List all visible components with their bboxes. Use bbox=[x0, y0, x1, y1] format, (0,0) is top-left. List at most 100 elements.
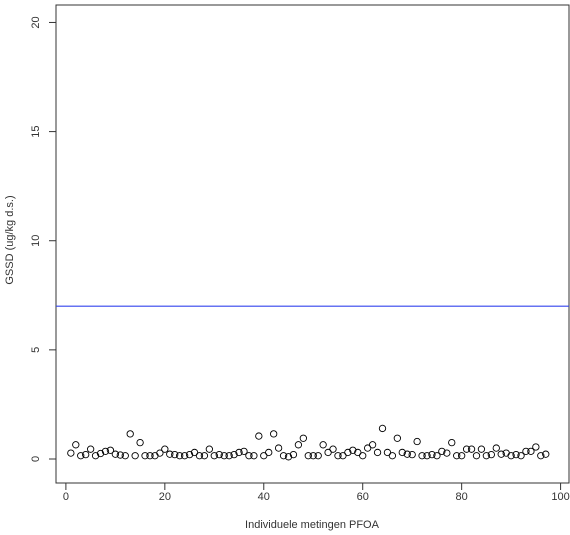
x-tick-label: 100 bbox=[551, 491, 569, 503]
point bbox=[294, 441, 303, 449]
point bbox=[368, 441, 377, 449]
point bbox=[532, 443, 540, 451]
point bbox=[344, 448, 352, 457]
point bbox=[383, 448, 392, 457]
point bbox=[423, 452, 431, 460]
point bbox=[185, 450, 194, 459]
plot-box bbox=[55, 4, 570, 484]
point bbox=[403, 450, 411, 458]
point bbox=[354, 448, 362, 457]
point bbox=[141, 452, 149, 460]
point bbox=[274, 444, 283, 452]
point bbox=[487, 450, 495, 459]
point bbox=[388, 452, 397, 460]
x-tick-label: 20 bbox=[159, 491, 171, 503]
point bbox=[225, 452, 233, 460]
point bbox=[537, 452, 545, 460]
point bbox=[542, 450, 550, 458]
y-tick-label: 0 bbox=[30, 456, 42, 462]
x-tick-label: 80 bbox=[456, 491, 468, 503]
x-tick-label: 40 bbox=[258, 491, 270, 503]
y-tick-label: 5 bbox=[30, 347, 42, 353]
point bbox=[72, 441, 80, 449]
point bbox=[200, 452, 209, 460]
point bbox=[443, 449, 451, 457]
point bbox=[67, 449, 75, 457]
point bbox=[161, 445, 169, 453]
point bbox=[418, 452, 426, 460]
point bbox=[151, 452, 159, 460]
point bbox=[116, 451, 124, 459]
point bbox=[462, 445, 471, 453]
y-tick-label: 15 bbox=[30, 125, 42, 137]
point bbox=[106, 446, 115, 454]
point bbox=[190, 448, 199, 457]
point bbox=[86, 445, 95, 453]
point bbox=[453, 452, 461, 460]
point bbox=[240, 447, 248, 456]
point bbox=[393, 434, 401, 442]
point bbox=[126, 430, 134, 438]
point bbox=[482, 452, 491, 460]
point bbox=[324, 448, 332, 457]
point bbox=[512, 450, 520, 459]
point bbox=[319, 441, 327, 449]
point bbox=[131, 452, 139, 460]
point bbox=[314, 452, 322, 460]
point bbox=[304, 452, 312, 460]
point bbox=[210, 452, 218, 460]
point bbox=[101, 447, 110, 456]
point bbox=[364, 444, 372, 452]
point bbox=[270, 430, 278, 438]
point bbox=[230, 450, 238, 459]
point bbox=[260, 452, 268, 460]
point bbox=[467, 445, 476, 453]
point bbox=[492, 444, 500, 452]
point bbox=[299, 434, 307, 442]
point bbox=[96, 449, 105, 458]
point bbox=[309, 452, 317, 460]
point bbox=[255, 432, 263, 440]
point bbox=[111, 450, 120, 458]
point bbox=[408, 450, 416, 459]
point bbox=[166, 450, 174, 458]
point bbox=[349, 446, 357, 454]
point bbox=[245, 452, 253, 460]
point bbox=[171, 450, 179, 459]
point bbox=[438, 447, 446, 456]
point bbox=[205, 445, 214, 453]
point bbox=[458, 452, 466, 460]
y-tick-label: 10 bbox=[30, 235, 42, 247]
point bbox=[250, 452, 258, 460]
point bbox=[339, 452, 347, 460]
point bbox=[180, 452, 189, 460]
point bbox=[136, 438, 144, 447]
point bbox=[507, 452, 515, 460]
point bbox=[428, 450, 436, 459]
x-axis-label: Individuele metingen PFOA bbox=[245, 519, 380, 531]
point bbox=[329, 445, 337, 453]
y-axis-label: GSSD (ug/kg d.s.) bbox=[4, 195, 16, 284]
y-tick-label: 20 bbox=[30, 16, 42, 28]
point bbox=[195, 452, 204, 460]
point bbox=[359, 452, 367, 460]
point bbox=[235, 448, 243, 457]
point bbox=[279, 452, 288, 460]
point bbox=[121, 452, 129, 460]
point bbox=[522, 447, 530, 456]
point bbox=[398, 448, 406, 457]
point bbox=[497, 450, 505, 458]
point bbox=[220, 452, 228, 460]
point bbox=[265, 448, 273, 457]
point bbox=[156, 449, 164, 457]
x-tick-label: 0 bbox=[63, 491, 69, 503]
point bbox=[448, 438, 456, 447]
point bbox=[289, 450, 298, 459]
point bbox=[284, 453, 293, 461]
point bbox=[378, 424, 387, 433]
point bbox=[91, 452, 100, 460]
point bbox=[334, 452, 342, 460]
point bbox=[146, 452, 154, 460]
x-tick-label: 60 bbox=[357, 491, 369, 503]
